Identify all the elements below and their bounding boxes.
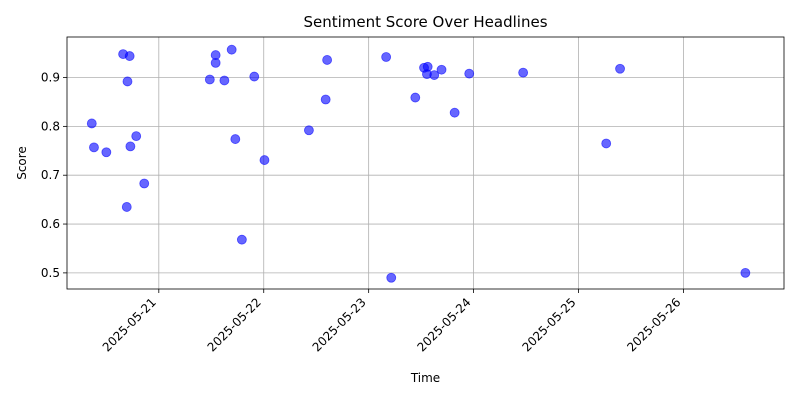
data-point (436, 64, 447, 75)
data-point (464, 68, 475, 79)
data-point (86, 118, 97, 129)
data-point (219, 75, 230, 86)
data-point (122, 76, 133, 87)
x-tick-label: 2025-05-22 (205, 295, 264, 354)
data-point (89, 142, 99, 153)
axis-ticks: 2025-05-21 2025-05-22 2025-05-23 2025-05-24… (41, 71, 684, 354)
chart-title: Sentiment Score Over Headlines (303, 13, 547, 31)
x-tick-label: 2025-05-23 (310, 295, 369, 354)
y-tick-label: 0.9 (41, 71, 60, 85)
data-point (101, 147, 112, 158)
y-tick-label: 0.5 (41, 266, 60, 280)
data-point (322, 55, 333, 65)
data-points (86, 44, 751, 283)
grid-lines (67, 37, 784, 289)
y-tick-label: 0.6 (41, 217, 60, 231)
data-point (204, 74, 215, 85)
data-point (740, 267, 751, 278)
data-point (125, 141, 136, 152)
data-point (236, 234, 247, 245)
data-point (449, 107, 460, 118)
data-point (121, 202, 132, 212)
data-point (386, 272, 397, 283)
data-point (230, 134, 241, 144)
data-point (259, 155, 270, 165)
data-point (124, 51, 135, 61)
x-tick-label: 2025-05-24 (414, 295, 473, 354)
data-point (410, 92, 421, 103)
data-point (210, 57, 221, 68)
x-axis-label: Time (410, 371, 440, 385)
data-point (381, 52, 392, 62)
data-point (249, 71, 260, 82)
data-point (226, 44, 237, 55)
plot-frame (66, 36, 785, 290)
data-point (601, 138, 612, 149)
data-point (615, 63, 625, 74)
y-axis-label: Score (15, 146, 29, 180)
x-tick-label: 2025-05-21 (100, 295, 159, 354)
data-point (139, 178, 150, 189)
data-point (131, 131, 142, 142)
data-point (320, 94, 331, 105)
x-tick-label: 2025-05-26 (624, 295, 683, 354)
x-tick-label: 2025-05-25 (519, 295, 578, 354)
data-point (304, 125, 314, 136)
data-point (429, 70, 440, 80)
data-point (518, 67, 529, 78)
y-tick-label: 0.8 (41, 119, 60, 133)
y-tick-label: 0.7 (41, 168, 60, 182)
